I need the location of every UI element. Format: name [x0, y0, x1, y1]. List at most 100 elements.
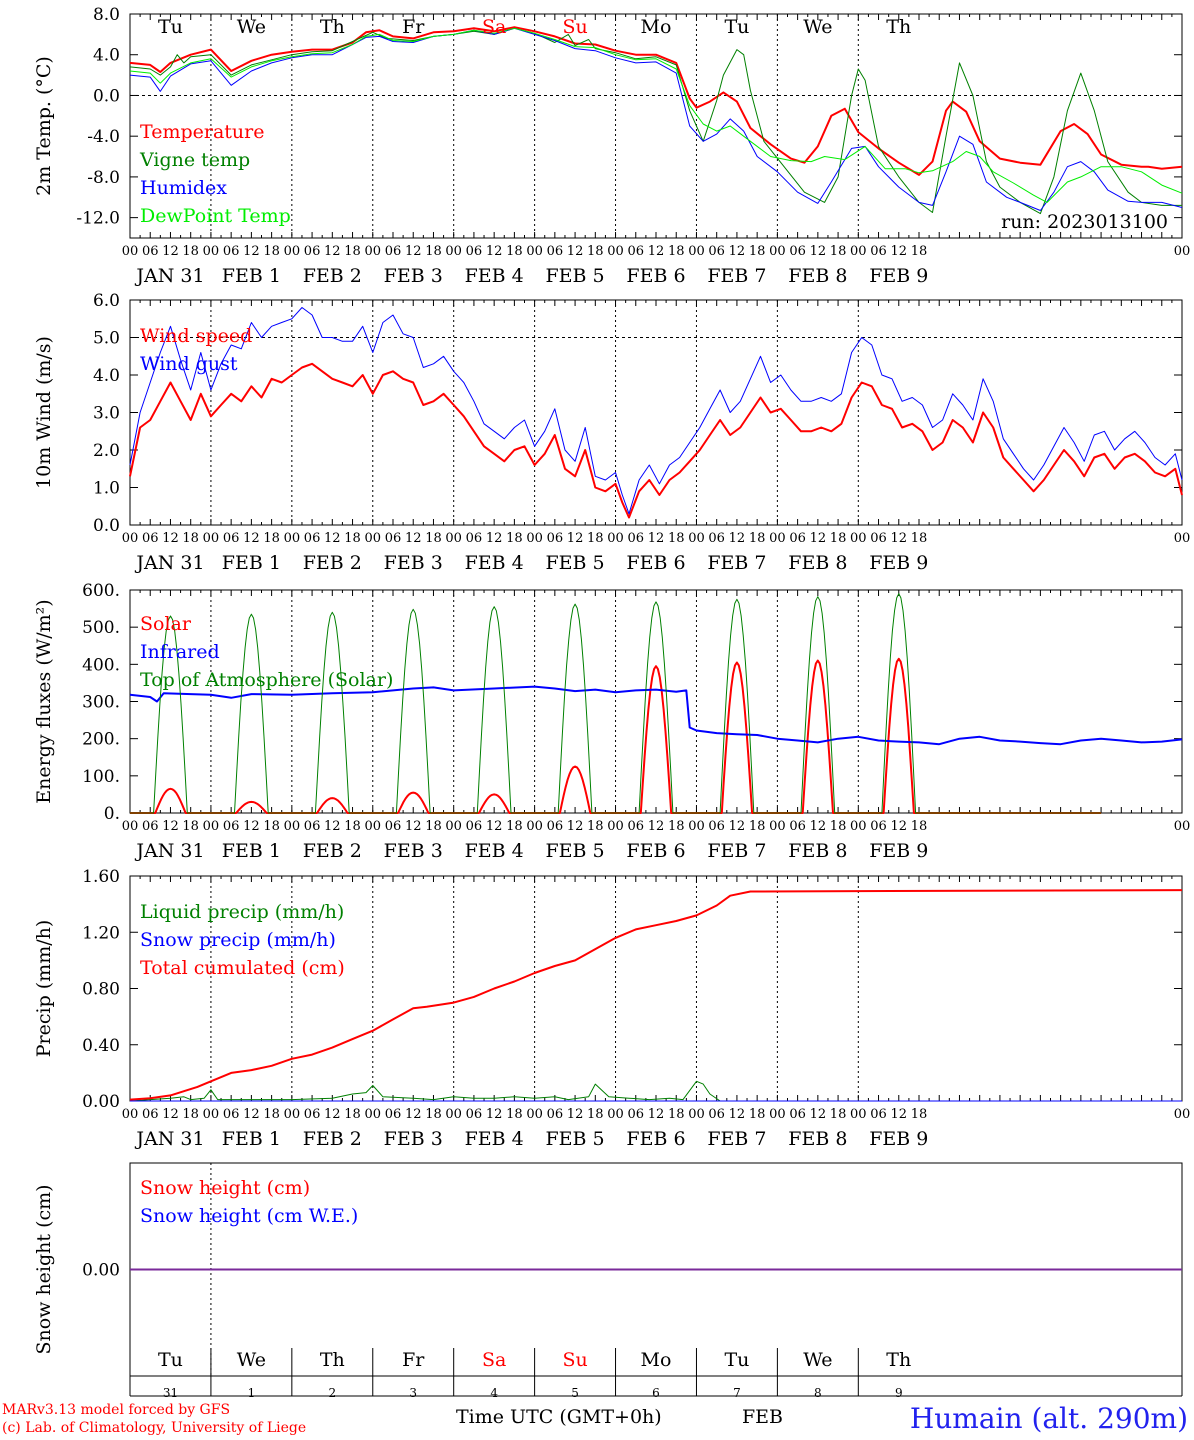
day-name-bottom: Mo [641, 1349, 672, 1371]
hour-label: 12 [567, 531, 584, 546]
date-label: FEB 7 [707, 265, 766, 287]
hour-label: 18 [506, 819, 523, 834]
hour-label: 12 [324, 244, 341, 259]
hour-label: 18 [830, 244, 847, 259]
hour-label: 18 [182, 819, 199, 834]
hour-label: 06 [870, 531, 887, 546]
legend-entry: Solar [140, 613, 192, 635]
date-label: JAN 31 [134, 265, 204, 287]
hour-label: 18 [182, 531, 199, 546]
day-number: 31 [163, 1386, 178, 1400]
day-name-top: Th [886, 16, 911, 38]
hour-label: 18 [425, 1107, 442, 1122]
day-name-bottom: Sa [482, 1349, 506, 1371]
hour-label: 00 [122, 531, 139, 546]
run-label: run: 2023013100 [1001, 211, 1168, 233]
hour-label: 06 [789, 819, 806, 834]
y-tick-label: 8.0 [93, 5, 120, 25]
hour-label: 12 [405, 819, 422, 834]
hour-label: 00 [769, 819, 786, 834]
hour-label: 06 [466, 819, 483, 834]
hour-label: 06 [789, 244, 806, 259]
hour-label: 12 [162, 531, 179, 546]
date-label: FEB 3 [384, 1128, 443, 1150]
legend-entry: Temperature [140, 121, 264, 143]
date-label: FEB 2 [303, 552, 362, 574]
panel-frame [129, 589, 1183, 814]
hour-label: 12 [405, 531, 422, 546]
hour-label: 06 [304, 244, 321, 259]
day-name-top: Sa [482, 16, 506, 38]
date-label: FEB 5 [545, 1128, 604, 1150]
series-total-cumulated-cm- [129, 889, 1183, 1101]
day-name-top: We [237, 16, 266, 38]
date-label: FEB 8 [788, 840, 847, 862]
date-label: FEB 5 [545, 840, 604, 862]
month-label: FEB [742, 1406, 784, 1428]
day-name-bottom: Su [562, 1349, 587, 1371]
hour-label: 12 [405, 244, 422, 259]
hour-label: 00 [445, 1107, 462, 1122]
hour-label: 06 [708, 1107, 725, 1122]
hour-label: 12 [729, 244, 746, 259]
hour-label: 00 [364, 244, 381, 259]
date-label: JAN 31 [134, 840, 204, 862]
day-name-top: Tu [158, 16, 183, 38]
y-tick-label: 200. [82, 730, 120, 750]
hour-label: 00 [607, 244, 624, 259]
day-number: 6 [652, 1386, 660, 1400]
series-dewpoint-temp [129, 27, 1183, 203]
hour-label: 00 [850, 819, 867, 834]
day-name-top: Fr [402, 16, 425, 38]
y-tick-label: -4.0 [87, 127, 120, 147]
hour-label: 00 [364, 531, 381, 546]
y-tick-label: 1.0 [93, 479, 120, 499]
date-label: FEB 2 [303, 1128, 362, 1150]
hour-label: 00 [607, 819, 624, 834]
date-label: FEB 1 [222, 1128, 281, 1150]
hour-label: 06 [708, 244, 725, 259]
legend-entry: Humidex [140, 177, 227, 199]
hour-label: 00 [284, 1107, 301, 1122]
hour-label: 06 [547, 1107, 564, 1122]
hour-label: 00 [1174, 1107, 1191, 1122]
legend-entry: DewPoint Temp [140, 205, 291, 227]
day-name-top: Tu [724, 16, 749, 38]
hour-label: 06 [142, 531, 159, 546]
day-number: 5 [571, 1386, 579, 1400]
legend-entry: Snow precip (mm/h) [140, 929, 336, 951]
hour-label: 06 [627, 819, 644, 834]
hour-label: 18 [830, 1107, 847, 1122]
hour-label: 06 [223, 244, 240, 259]
panel-energy [129, 589, 1183, 814]
panel-wind [129, 299, 1183, 526]
date-label: FEB 6 [626, 1128, 685, 1150]
hour-label: 18 [749, 819, 766, 834]
date-label: FEB 5 [545, 552, 604, 574]
y-tick-label: 4.0 [93, 46, 120, 66]
hour-label: 18 [344, 819, 361, 834]
hour-label: 00 [769, 531, 786, 546]
time-axis-label: Time UTC (GMT+0h) [456, 1406, 662, 1428]
hour-label: 12 [486, 531, 503, 546]
hour-label: 06 [870, 1107, 887, 1122]
hour-label: 06 [466, 1107, 483, 1122]
y-tick-label: 0.80 [82, 980, 120, 1000]
hour-label: 00 [688, 531, 705, 546]
y-tick-label: 300. [82, 693, 120, 713]
hour-label: 06 [708, 819, 725, 834]
hour-label: 06 [627, 1107, 644, 1122]
hour-label: 18 [182, 1107, 199, 1122]
date-label: JAN 31 [134, 552, 204, 574]
hour-label: 00 [122, 244, 139, 259]
hour-label: 12 [810, 244, 827, 259]
date-label: FEB 1 [222, 840, 281, 862]
hour-label: 06 [304, 1107, 321, 1122]
hour-label: 06 [708, 531, 725, 546]
legend-entry: Liquid precip (mm/h) [140, 901, 344, 923]
series-temperature [129, 26, 1183, 176]
day-number: 1 [248, 1386, 256, 1400]
hour-label: 06 [304, 531, 321, 546]
hour-label: 18 [668, 531, 685, 546]
date-label: FEB 6 [626, 265, 685, 287]
